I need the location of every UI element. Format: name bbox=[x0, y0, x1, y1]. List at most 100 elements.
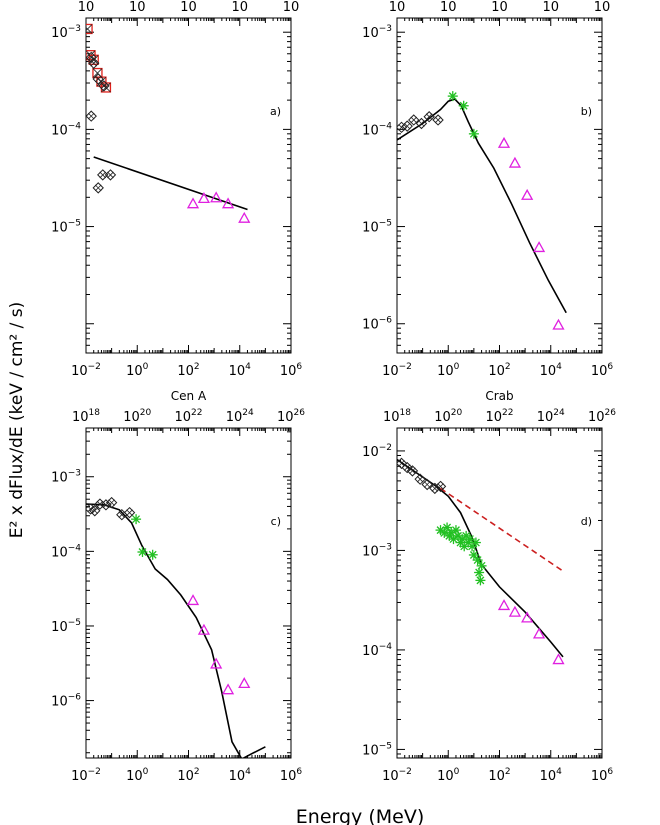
triangle-point bbox=[508, 605, 522, 617]
top-tick-label: 1024 bbox=[537, 408, 565, 425]
top-tick-label: 1026 bbox=[588, 408, 616, 425]
triangle-point bbox=[497, 599, 511, 611]
top-tick-label: 1024 bbox=[226, 408, 254, 425]
diamond-point bbox=[397, 457, 408, 470]
x-tick-label: 106 bbox=[591, 767, 614, 784]
triangle-point bbox=[186, 197, 200, 209]
x-tick-label: 10−2 bbox=[382, 362, 412, 379]
diamond-point bbox=[86, 503, 97, 515]
panel-d: 10−2 100 102 104 106 1018 1020 1022 1024 1026 10−2… bbox=[362, 389, 616, 784]
panel-title: Crab bbox=[485, 389, 513, 403]
top-tick-label: 10 bbox=[129, 0, 146, 15]
top-tick-label: 1022 bbox=[175, 408, 203, 425]
star-point bbox=[476, 560, 487, 571]
x-tick-label: 100 bbox=[437, 767, 460, 784]
x-tick-label: 104 bbox=[540, 767, 563, 784]
diamond-point bbox=[408, 114, 420, 126]
y-tick-label: 10−2 bbox=[362, 443, 392, 460]
x-tick-label: 100 bbox=[126, 767, 149, 784]
star-point bbox=[468, 549, 479, 560]
diamond-point bbox=[434, 480, 447, 493]
top-tick-label: 1020 bbox=[434, 408, 462, 425]
top-tick-label: 10 bbox=[440, 0, 457, 15]
y-tick-label: 10−4 bbox=[51, 543, 81, 560]
x-axis-ticks bbox=[85, 428, 292, 758]
star-point bbox=[447, 91, 458, 102]
x-tick-label: 102 bbox=[177, 362, 199, 379]
plot-frame bbox=[85, 17, 292, 354]
plot-area bbox=[86, 496, 266, 758]
top-tick-label: 10 bbox=[180, 0, 197, 15]
y-tick-label: 10−3 bbox=[51, 24, 81, 41]
top-tick-label: 10 bbox=[231, 0, 248, 15]
y-tick-label: 10−4 bbox=[362, 121, 392, 138]
y-tick-label: 10−3 bbox=[362, 24, 392, 41]
x-axis-label: Energy (MeV) bbox=[296, 806, 424, 825]
diamond-point bbox=[86, 110, 97, 122]
star-point bbox=[470, 537, 481, 548]
star-point bbox=[137, 547, 148, 558]
triangle-point bbox=[186, 594, 200, 606]
y-tick-label: 10−4 bbox=[51, 121, 81, 138]
triangle-point bbox=[552, 318, 565, 330]
diamond-point bbox=[123, 506, 136, 519]
diamond-point bbox=[92, 182, 104, 194]
panel-label: c) bbox=[271, 515, 281, 528]
diamond-point bbox=[104, 169, 117, 181]
triangle-point bbox=[221, 683, 235, 695]
diamond-point bbox=[89, 505, 101, 517]
triangle-point bbox=[210, 191, 223, 203]
y-axis-ticks bbox=[86, 431, 291, 754]
panel-a: 10−2 100 102 104 106 10 10 10 10 10 10−3 10−4 10−5 a) bbox=[51, 0, 302, 379]
star-point bbox=[147, 549, 158, 560]
triangle-point bbox=[521, 188, 534, 200]
triangle-point bbox=[532, 627, 546, 639]
plot-frame bbox=[85, 427, 292, 759]
y-axis-ticks bbox=[86, 31, 291, 354]
x-tick-label: 100 bbox=[126, 362, 149, 379]
diamond-point bbox=[401, 120, 413, 132]
diamond-point bbox=[92, 73, 104, 85]
x-tick-label: 104 bbox=[229, 767, 252, 784]
top-tick-label: 10 bbox=[542, 0, 559, 15]
square-point bbox=[86, 23, 93, 35]
top-tick-label: 1026 bbox=[277, 408, 305, 425]
diamond-point bbox=[86, 51, 97, 64]
star-point bbox=[458, 100, 469, 111]
y-axis-label: E² x dFlux/dE (keV / cm² / s) bbox=[7, 302, 27, 538]
top-tick-label: 10 bbox=[78, 0, 95, 15]
diamond-point bbox=[423, 111, 435, 123]
plot-area bbox=[86, 23, 251, 223]
y-tick-label: 10−5 bbox=[362, 219, 392, 236]
triangle-point bbox=[497, 136, 511, 148]
x-tick-label: 106 bbox=[280, 362, 303, 379]
triangle-point bbox=[221, 197, 235, 209]
top-tick-label: 1020 bbox=[123, 408, 151, 425]
x-tick-label: 10−2 bbox=[71, 767, 101, 784]
star-point bbox=[131, 514, 142, 525]
diamond-point bbox=[88, 57, 100, 69]
y-tick-label: 10−6 bbox=[51, 693, 81, 710]
triangle-point bbox=[532, 241, 546, 253]
triangle-point bbox=[238, 211, 251, 223]
triangle-point bbox=[508, 156, 522, 168]
star-point bbox=[442, 522, 453, 533]
top-tick-label: 10 bbox=[389, 0, 406, 15]
triangle-point bbox=[238, 677, 251, 689]
x-tick-label: 100 bbox=[437, 362, 460, 379]
x-axis-ticks bbox=[396, 428, 603, 758]
x-tick-label: 10−2 bbox=[71, 362, 101, 379]
panel-label: b) bbox=[581, 105, 592, 118]
panel-title: Cen A bbox=[171, 389, 207, 403]
panel-label: a) bbox=[270, 105, 281, 118]
diamond-point bbox=[97, 169, 109, 181]
y-tick-label: 10−5 bbox=[51, 219, 81, 236]
top-tick-label: 1022 bbox=[486, 408, 514, 425]
x-tick-label: 104 bbox=[540, 362, 563, 379]
triangle-point bbox=[552, 653, 565, 665]
star-point bbox=[472, 555, 483, 566]
diamond-point bbox=[421, 478, 433, 491]
x-tick-label: 102 bbox=[488, 767, 510, 784]
top-tick-label: 1018 bbox=[72, 408, 100, 425]
y-tick-label: 10−6 bbox=[362, 316, 392, 333]
